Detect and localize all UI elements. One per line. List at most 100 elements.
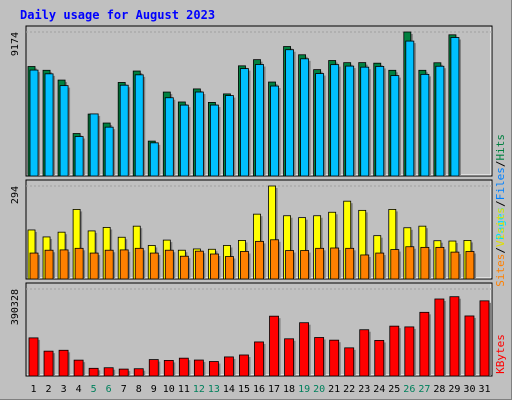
x-tick-label: 24 (373, 384, 385, 395)
bar-sites-day-23 (360, 254, 370, 280)
bar-sites-day-16 (255, 240, 264, 280)
legend-entry: / (494, 161, 507, 168)
x-tick-label: 12 (193, 384, 205, 395)
bar-kbytes-day-18 (284, 338, 294, 377)
bar-files-day-7 (119, 84, 129, 177)
bar-kbytes-day-24 (374, 340, 385, 377)
panel-top: 9174 (10, 25, 493, 177)
bar-kbytes-day-17 (269, 315, 279, 377)
bar-files-day-20 (315, 73, 325, 177)
bar-files-day-22 (345, 65, 355, 177)
x-tick-label: 16 (253, 384, 265, 395)
bar-files-day-4 (74, 136, 84, 177)
legend-entry: / (494, 200, 507, 207)
legend-entry: Files (494, 167, 507, 200)
bar-kbytes-day-21 (329, 339, 340, 377)
bar-sites-day-25 (390, 249, 400, 280)
bar-kbytes-day-12 (193, 359, 204, 377)
x-tick-label: 3 (61, 384, 67, 395)
bar-sites-day-17 (270, 239, 279, 280)
axis-legend-top: Pages/Files/Hits (494, 134, 507, 240)
bar-files-day-27 (420, 73, 430, 177)
bar-files-day-25 (390, 75, 400, 177)
bar-kbytes-day-15 (239, 354, 249, 377)
bar-kbytes-day-3 (58, 349, 69, 377)
x-tick-label: 30 (463, 384, 475, 395)
bar-files-day-9 (149, 142, 159, 177)
bar-kbytes-day-6 (103, 367, 114, 377)
bar-kbytes-day-19 (299, 322, 310, 377)
bar-kbytes-day-9 (148, 359, 159, 377)
x-tick-label: 19 (298, 384, 310, 395)
panel-bottom: 390328 (10, 282, 493, 377)
x-tick-label: 17 (268, 384, 280, 395)
bar-sites-day-18 (285, 250, 294, 280)
bar-kbytes-day-14 (224, 356, 234, 377)
x-tick-label: 27 (418, 384, 430, 395)
bar-kbytes-day-5 (88, 367, 99, 377)
x-tick-label: 22 (343, 384, 355, 395)
bar-kbytes-day-22 (344, 347, 355, 377)
bar-kbytes-day-13 (208, 361, 219, 377)
x-tick-label: 25 (388, 384, 400, 395)
bar-sites-day-1 (29, 252, 39, 280)
bar-files-day-8 (134, 74, 144, 177)
bar-kbytes-day-8 (133, 368, 144, 377)
bar-sites-day-22 (345, 247, 355, 280)
x-tick-label: 31 (478, 384, 490, 395)
bar-files-day-14 (225, 95, 234, 177)
bar-kbytes-day-28 (434, 298, 445, 377)
bar-kbytes-day-2 (43, 350, 54, 377)
bar-kbytes-day-10 (163, 360, 174, 377)
bar-sites-day-29 (450, 251, 460, 280)
bar-sites-day-8 (134, 247, 144, 280)
axis-legend-bottom: KBytes (494, 334, 507, 374)
bar-sites-day-30 (465, 251, 475, 280)
legend-entry: Hits (494, 134, 507, 161)
x-tick-label: 26 (403, 384, 415, 395)
x-tick-label: 28 (433, 384, 445, 395)
bar-sites-day-10 (164, 249, 174, 280)
legend-entry: Visits (494, 207, 507, 247)
bar-sites-day-14 (225, 256, 234, 280)
bar-sites-day-5 (89, 252, 99, 280)
bar-files-day-28 (435, 65, 445, 177)
bar-files-day-5 (89, 113, 99, 177)
bar-sites-day-4 (74, 247, 84, 280)
bar-files-day-2 (44, 73, 54, 177)
x-tick-label: 29 (448, 384, 460, 395)
bar-files-day-16 (255, 64, 264, 177)
bar-files-day-17 (270, 85, 279, 177)
x-tick-label: 13 (208, 384, 220, 395)
max-label-top: 9174 (10, 32, 21, 56)
bar-sites-day-12 (194, 250, 204, 280)
bar-sites-day-6 (104, 249, 114, 280)
bar-kbytes-day-29 (449, 296, 460, 377)
bar-files-day-29 (450, 37, 460, 177)
x-tick-label: 23 (358, 384, 370, 395)
bar-files-day-3 (59, 85, 69, 177)
x-tick-label: 20 (313, 384, 325, 395)
x-tick-label: 8 (136, 384, 142, 395)
x-tick-label: 11 (178, 384, 190, 395)
bar-sites-day-28 (435, 246, 445, 280)
bar-kbytes-day-30 (464, 315, 475, 377)
x-tick-label: 9 (151, 384, 157, 395)
x-tick-label: 10 (163, 384, 175, 395)
x-tick-label: 7 (121, 384, 127, 395)
bar-sites-day-13 (209, 253, 219, 280)
legend-entry: KBytes (494, 334, 507, 374)
bar-files-day-21 (330, 64, 340, 177)
legend-entry: / (494, 247, 507, 254)
bar-kbytes-day-26 (404, 326, 415, 377)
bar-sites-day-21 (330, 247, 340, 280)
bar-sites-day-3 (59, 249, 69, 280)
bar-kbytes-day-11 (178, 357, 189, 377)
bar-sites-day-26 (405, 246, 415, 280)
bar-files-day-23 (360, 66, 370, 177)
bar-files-day-10 (164, 97, 174, 177)
bar-files-day-11 (179, 104, 189, 177)
x-tick-label: 5 (91, 384, 97, 395)
bar-files-day-18 (285, 49, 294, 177)
